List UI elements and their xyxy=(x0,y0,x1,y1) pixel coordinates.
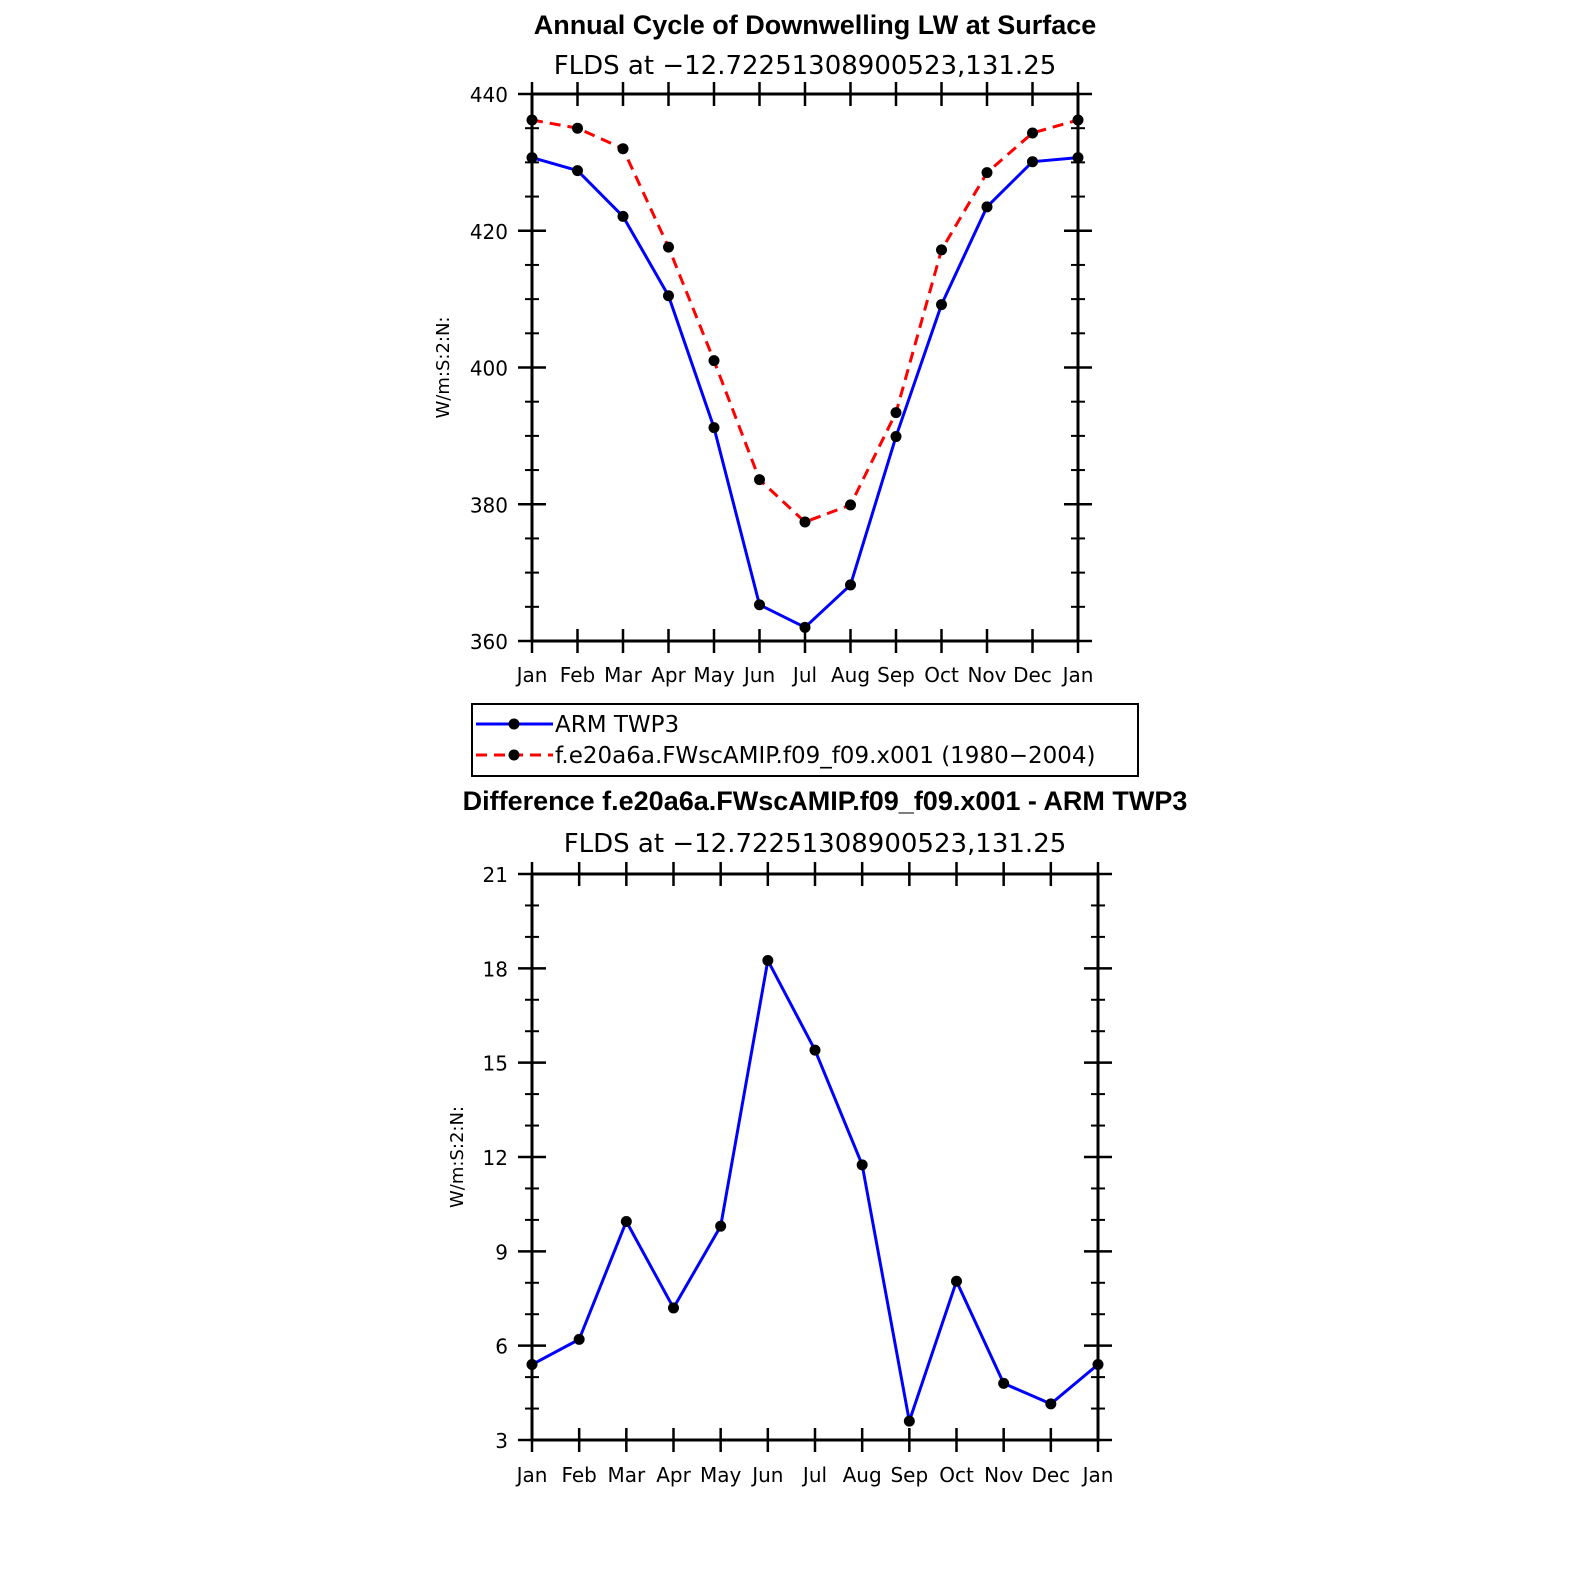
difference-chart: Difference f.e20a6a.FWscAMIP.f09_f09.x00… xyxy=(447,786,1187,1487)
x-tick-label: Oct xyxy=(939,1463,974,1487)
x-tick-label: Feb xyxy=(560,663,595,687)
data-point xyxy=(617,143,629,155)
data-point xyxy=(809,1044,821,1056)
legend-label-2: f.e20a6a.FWscAMIP.f09_f09.x001 (1980−200… xyxy=(555,743,1096,769)
x-tick-label: Aug xyxy=(843,1463,882,1487)
data-point xyxy=(1072,152,1084,164)
data-point xyxy=(668,1302,679,1314)
x-tick-label: Sep xyxy=(877,663,915,687)
data-point xyxy=(526,114,538,126)
data-point xyxy=(981,201,993,213)
data-point xyxy=(1092,1359,1104,1371)
data-point xyxy=(526,152,538,164)
data-point xyxy=(845,499,856,511)
y-tick-label: 360 xyxy=(470,630,508,654)
chart-title: Difference f.e20a6a.FWscAMIP.f09_f09.x00… xyxy=(463,786,1188,816)
data-point xyxy=(754,599,765,611)
data-point xyxy=(890,407,902,419)
y-tick-label: 18 xyxy=(483,957,508,981)
data-point xyxy=(663,241,674,253)
annual-cycle-chart: Annual Cycle of Downwelling LW at Surfac… xyxy=(433,10,1096,687)
series-line-2 xyxy=(531,118,1079,524)
x-tick-label: Jan xyxy=(515,1463,548,1487)
x-tick-label: May xyxy=(700,1463,742,1487)
data-point xyxy=(890,431,902,443)
data-point xyxy=(526,1359,538,1371)
x-tick-label: Nov xyxy=(967,663,1006,687)
x-tick-label: Jan xyxy=(1081,1463,1114,1487)
chart-subtitle: FLDS at −12.72251308900523,131.25 xyxy=(554,51,1057,81)
data-point xyxy=(936,299,947,311)
series-line-1 xyxy=(531,958,1099,1423)
x-tick-label: Jul xyxy=(801,1463,827,1487)
data-point xyxy=(663,290,674,302)
y-tick-label: 440 xyxy=(470,83,508,107)
data-point xyxy=(620,1215,632,1227)
x-tick-label: Jan xyxy=(1061,663,1094,687)
y-tick-label: 9 xyxy=(495,1240,508,1264)
chart-subtitle: FLDS at −12.72251308900523,131.25 xyxy=(564,829,1067,859)
chart-title: Annual Cycle of Downwelling LW at Surfac… xyxy=(534,10,1097,40)
x-tick-label: Aug xyxy=(831,663,870,687)
x-tick-label: Feb xyxy=(561,1463,596,1487)
data-point xyxy=(845,579,856,591)
x-tick-label: Jan xyxy=(515,663,548,687)
data-point xyxy=(856,1159,868,1171)
data-point xyxy=(799,621,811,633)
legend-marker xyxy=(508,749,520,761)
x-tick-label: Jun xyxy=(742,663,775,687)
x-tick-label: Jun xyxy=(750,1463,783,1487)
data-point xyxy=(998,1377,1010,1389)
data-point xyxy=(1072,114,1084,126)
data-point xyxy=(708,355,720,367)
x-tick-label: Jul xyxy=(791,663,817,687)
y-tick-label: 21 xyxy=(483,863,508,887)
x-tick-label: Oct xyxy=(924,663,959,687)
plot-frame xyxy=(530,92,1080,643)
x-tick-label: Apr xyxy=(651,663,686,687)
x-tick-label: Apr xyxy=(656,1463,691,1487)
data-point xyxy=(903,1415,915,1427)
data-point xyxy=(1045,1398,1057,1410)
x-tick-label: Dec xyxy=(1031,1463,1070,1487)
y-tick-label: 420 xyxy=(470,220,508,244)
y-tick-label: 15 xyxy=(483,1052,508,1076)
legend-marker xyxy=(508,718,520,730)
x-tick-label: Mar xyxy=(607,1463,646,1487)
x-tick-label: Dec xyxy=(1013,663,1052,687)
y-tick-label: 12 xyxy=(483,1146,508,1170)
x-tick-label: Nov xyxy=(984,1463,1023,1487)
series-line-1 xyxy=(531,156,1079,629)
y-axis-label: W/m:S:2:N: xyxy=(447,1106,468,1208)
plot-frame xyxy=(530,872,1100,1442)
legend: ARM TWP3 f.e20a6a.FWscAMIP.f09_f09.x001 (… xyxy=(471,703,1139,777)
x-tick-label: Sep xyxy=(890,1463,928,1487)
data-point xyxy=(708,422,720,434)
data-point xyxy=(1027,156,1038,168)
y-tick-label: 6 xyxy=(495,1335,508,1359)
data-point xyxy=(573,1333,585,1345)
y-tick-label: 3 xyxy=(495,1429,508,1453)
y-tick-label: 380 xyxy=(470,493,508,517)
x-tick-label: Mar xyxy=(604,663,643,687)
data-point xyxy=(799,516,811,528)
data-point xyxy=(572,122,583,134)
legend-label-1: ARM TWP3 xyxy=(555,712,679,738)
legend-box xyxy=(471,703,1139,777)
y-tick-label: 400 xyxy=(470,357,508,381)
data-point xyxy=(936,244,947,256)
data-point xyxy=(951,1275,962,1287)
data-point xyxy=(981,167,993,179)
data-point xyxy=(754,474,765,486)
x-tick-label: May xyxy=(693,663,735,687)
data-point xyxy=(617,210,629,222)
data-point xyxy=(715,1220,727,1232)
data-point xyxy=(762,954,774,966)
y-axis-label: W/m:S:2:N: xyxy=(433,317,454,419)
data-point xyxy=(1027,127,1038,139)
data-point xyxy=(572,165,583,177)
